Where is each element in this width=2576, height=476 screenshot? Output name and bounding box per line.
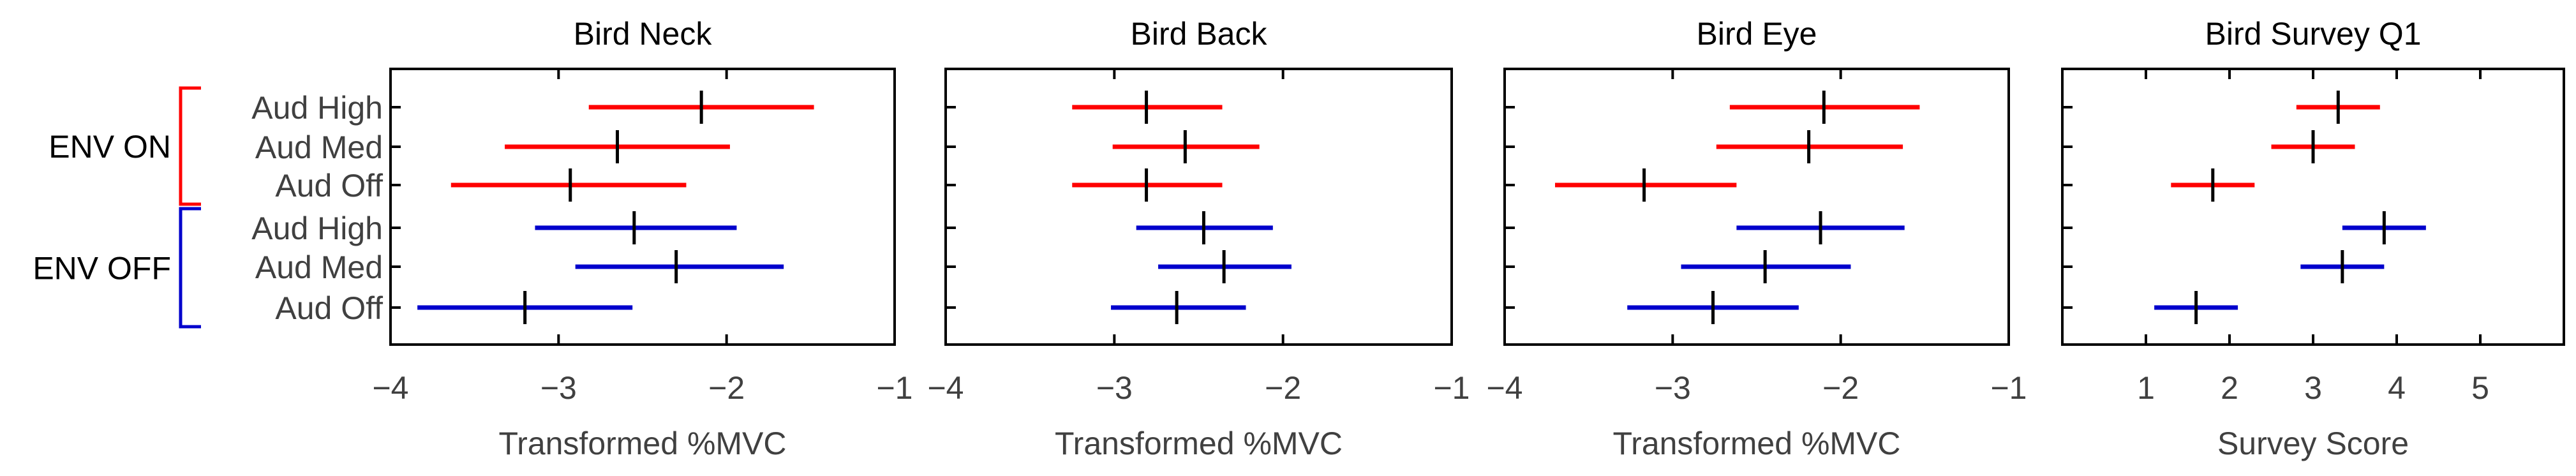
row-label: Aud Med [255, 130, 383, 165]
chart-title-bird-eye: Bird Eye [1697, 16, 1817, 52]
x-tick-label: −1 [1990, 370, 2027, 406]
x-tick-label: −4 [927, 370, 964, 406]
group-label-env-off: ENV OFF [33, 251, 171, 286]
x-tick-label: −4 [1486, 370, 1523, 406]
plot-frame-bird-neck [389, 68, 896, 346]
plot-frame-bird-eye [1503, 68, 2010, 346]
chart-title-bird-survey-q1: Bird Survey Q1 [2205, 16, 2421, 52]
row-label: Aud Off [275, 168, 383, 204]
x-tick-label: −1 [1433, 370, 1470, 406]
x-tick-label: −1 [876, 370, 912, 406]
group-label-env-on: ENV ON [48, 129, 171, 165]
x-tick-label: 3 [2304, 370, 2322, 406]
x-tick-label: 4 [2388, 370, 2406, 406]
row-label: Aud Off [275, 290, 383, 326]
chart-title-bird-back: Bird Back [1131, 16, 1268, 52]
chart-title-bird-neck: Bird Neck [574, 16, 713, 52]
x-tick-label: 2 [2221, 370, 2238, 406]
x-axis-label-bird-neck: Transformed %MVC [498, 426, 786, 461]
x-tick-label: −3 [1655, 370, 1691, 406]
group-bracket-env-on [179, 86, 201, 206]
row-label: Aud Med [255, 249, 383, 285]
x-tick-label: −2 [1822, 370, 1859, 406]
x-tick-label: −3 [540, 370, 577, 406]
plot-frame-bird-survey-q1 [2061, 68, 2565, 346]
x-axis-label-bird-survey-q1: Survey Score [2217, 426, 2409, 461]
x-tick-label: 1 [2137, 370, 2155, 406]
x-axis-label-bird-back: Transformed %MVC [1055, 426, 1343, 461]
x-tick-label: 5 [2471, 370, 2489, 406]
x-tick-label: −2 [708, 370, 745, 406]
x-tick-label: −2 [1265, 370, 1301, 406]
row-label: Aud High [251, 90, 383, 126]
group-bracket-env-off [179, 207, 201, 329]
x-tick-label: −3 [1096, 370, 1133, 406]
row-label: Aud High [251, 211, 383, 246]
x-axis-label-bird-eye: Transformed %MVC [1612, 426, 1900, 461]
plot-frame-bird-back [944, 68, 1453, 346]
x-tick-label: −4 [372, 370, 408, 406]
